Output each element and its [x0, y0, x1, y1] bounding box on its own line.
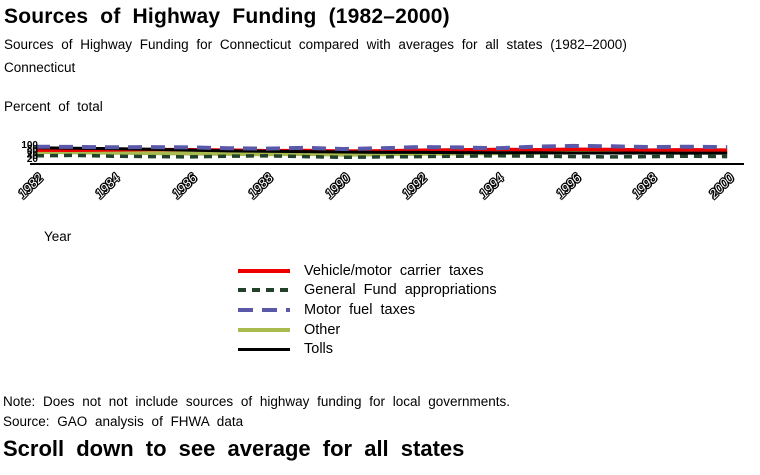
- legend-item: Motor fuel taxes: [238, 300, 497, 320]
- legend-line-swatch: [238, 288, 290, 293]
- source-text: Source: GAO analysis of FHWA data: [3, 414, 244, 429]
- x-tick-label: 1998: [629, 170, 661, 202]
- footer-headline: Scroll down to see average for all state…: [3, 436, 465, 461]
- legend-item: Tolls: [238, 339, 497, 359]
- chart-legend: Vehicle/motor carrier taxes General Fund …: [238, 261, 497, 359]
- legend-item-label: General Fund appropriations: [304, 282, 497, 299]
- series-line-general-fund-appropriations: [35, 153, 728, 160]
- x-tick-label: 2000: [706, 170, 738, 202]
- x-tick-label: 1990: [322, 170, 354, 202]
- x-tick-label: 1986: [168, 170, 200, 202]
- legend-line-swatch: [238, 347, 290, 351]
- series-line-vehicle-motor-carrier-taxes: [35, 147, 728, 153]
- y-tick-label: 60: [26, 147, 38, 159]
- legend-line-swatch: [238, 268, 290, 273]
- y-tick-label: 40: [26, 150, 38, 162]
- x-tick-label: 1982: [14, 170, 46, 202]
- legend-item-label: Vehicle/motor carrier taxes: [304, 262, 484, 279]
- series-line-motor-fuel-taxes: [35, 143, 728, 152]
- note-text: Note: Does not not include sources of hi…: [3, 394, 511, 409]
- page-subtitle: Sources of Highway Funding for Connectic…: [4, 37, 627, 52]
- legend-item-label: Tolls: [304, 341, 334, 358]
- region-label: Connecticut: [4, 60, 76, 75]
- x-tick-label: 1992: [398, 170, 430, 202]
- legend-line-swatch: [238, 307, 290, 312]
- legend-item-label: Other: [304, 321, 341, 338]
- legend-item: Other: [238, 320, 497, 340]
- x-axis-title: Year: [44, 229, 72, 244]
- legend-item: General Fund appropriations: [238, 281, 497, 301]
- x-tick-label: 1984: [91, 170, 123, 202]
- y-tick-label: 20: [26, 154, 38, 165]
- legend-line-swatch: [238, 327, 290, 332]
- page-title: Sources of Highway Funding (1982–2000): [4, 5, 450, 28]
- y-tick-label: 80: [26, 143, 38, 155]
- y-tick-label: 100: [21, 140, 38, 152]
- x-tick-label: 1994: [475, 170, 507, 202]
- y-axis-title: Percent of total: [4, 99, 103, 114]
- series-line-tolls: [35, 146, 728, 155]
- legend-item: Vehicle/motor carrier taxes: [238, 261, 497, 281]
- x-tick-label: 1988: [245, 170, 277, 202]
- series-line-other: [35, 149, 728, 157]
- x-tick-label: 1996: [552, 170, 584, 202]
- legend-item-label: Motor fuel taxes: [304, 301, 416, 318]
